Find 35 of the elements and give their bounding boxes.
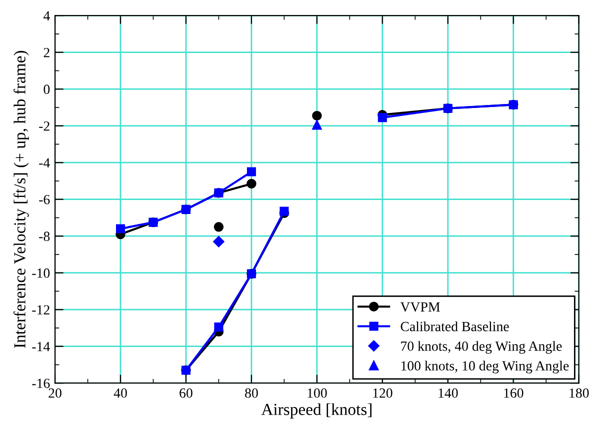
legend-label: 100 knots, 10 deg Wing Angle: [401, 360, 569, 374]
x-tick-label: 20: [48, 388, 62, 398]
point: [246, 178, 256, 189]
point: [213, 236, 224, 248]
x-tick-label: 100: [308, 388, 327, 398]
x-tick-label: 180: [570, 388, 589, 398]
y-tick-label: -12: [32, 305, 50, 314]
y-tick-label: -10: [32, 268, 50, 278]
point: [246, 167, 256, 176]
y-tick-label: -4: [39, 158, 50, 168]
y-tick-label: -8: [39, 232, 50, 242]
y-tick-label: -6: [39, 194, 50, 204]
legend-label: VVPM: [400, 302, 440, 312]
x-tick-label: 80: [245, 388, 258, 398]
point: [214, 322, 224, 332]
y-tick-label: -16: [32, 378, 50, 388]
x-tick-label: 40: [114, 388, 127, 398]
point: [312, 120, 322, 130]
x-tick-label: 140: [438, 388, 458, 398]
legend-label: 70 knots, 40 deg Wing Angle: [401, 341, 562, 354]
point: [312, 110, 322, 121]
x-tick-label: 60: [180, 388, 192, 398]
y-tick-label: -2: [39, 121, 50, 131]
x-axis-title: Airspeed [knots]: [261, 403, 372, 418]
y-tick-label: -14: [32, 342, 50, 352]
point: [214, 222, 224, 232]
y-tick-label: 4: [43, 11, 50, 20]
x-tick-label: 160: [504, 388, 524, 398]
point: [116, 224, 126, 234]
legend-label: Calibrated Baseline: [400, 321, 509, 332]
y-axis-title: Interference Velocity [ft/s] (+ up, hub frame): [14, 50, 29, 348]
y-tick-label: 2: [44, 48, 50, 58]
y-tick-label: 0: [44, 84, 50, 94]
x-tick-label: 120: [373, 388, 392, 398]
point: [378, 113, 387, 122]
